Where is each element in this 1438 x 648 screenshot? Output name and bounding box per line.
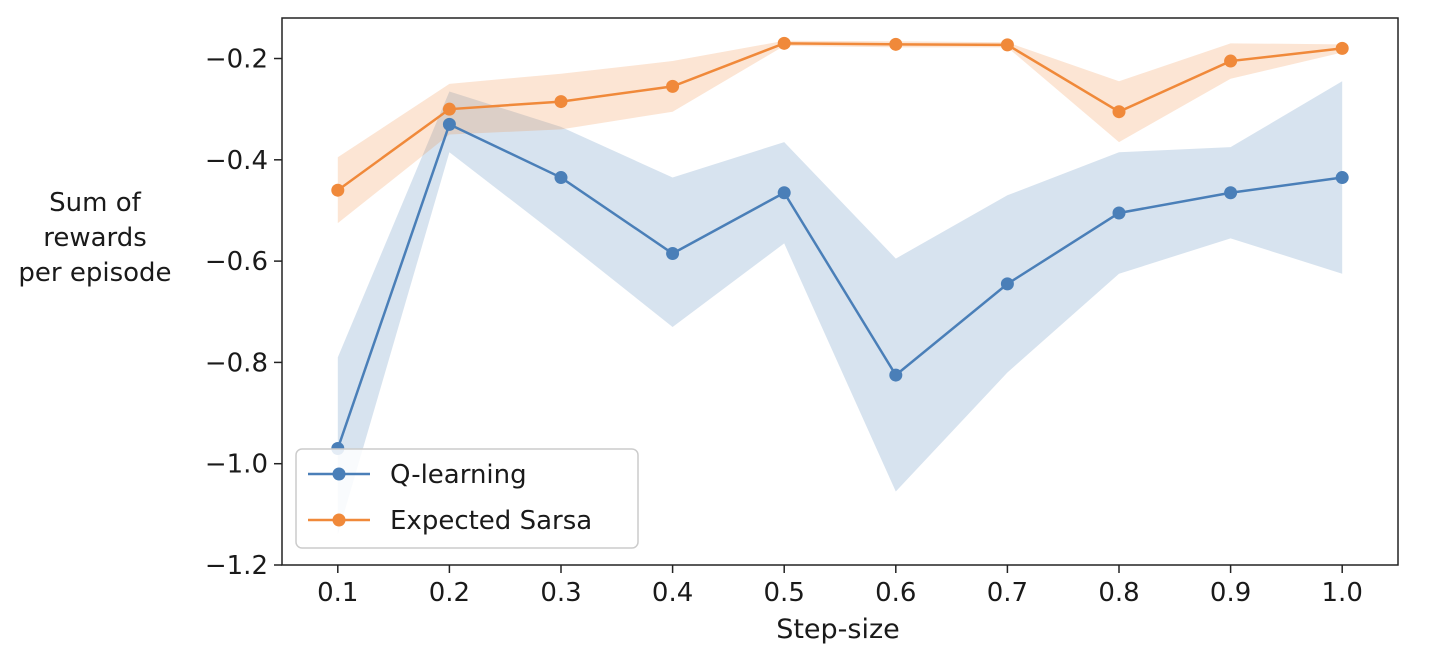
x-axis: 0.1 0.2 0.3 0.4 0.5 0.6 0.7 0.8 0.9 1.0 bbox=[317, 565, 1363, 608]
point-q-learning-7 bbox=[1112, 206, 1126, 220]
x-tick-label: 0.5 bbox=[764, 578, 805, 608]
point-q-learning-3 bbox=[666, 247, 680, 261]
x-tick-label: 0.6 bbox=[875, 578, 916, 608]
y-tick-label: −0.8 bbox=[205, 348, 268, 378]
y-tick-label: −0.2 bbox=[205, 45, 268, 75]
line-expected-sarsa bbox=[337, 42, 1343, 192]
legend-marker-expected-sarsa bbox=[332, 513, 346, 527]
x-tick-label: 0.4 bbox=[652, 578, 693, 608]
point-q-learning-9 bbox=[1335, 171, 1349, 185]
y-tick-label: −1.2 bbox=[205, 551, 268, 581]
x-tick-label: 0.8 bbox=[1098, 578, 1139, 608]
series-lines bbox=[336, 42, 1343, 449]
x-tick-label: 1.0 bbox=[1322, 578, 1363, 608]
y-axis-label-line-2: rewards bbox=[43, 223, 147, 253]
x-tick-label: 0.9 bbox=[1210, 578, 1251, 608]
y-tick-label: −0.4 bbox=[205, 146, 268, 176]
plot-frame bbox=[281, 17, 1399, 566]
point-expected-sarsa-1 bbox=[442, 102, 456, 116]
point-q-learning-5 bbox=[889, 368, 903, 382]
point-expected-sarsa-5 bbox=[889, 37, 903, 51]
x-axis-label: Step-size bbox=[776, 614, 900, 645]
y-tick-label: −1.0 bbox=[205, 450, 268, 480]
point-q-learning-8 bbox=[1224, 186, 1238, 200]
line-q-learning bbox=[336, 122, 1343, 449]
y-axis: −1.2 −1.0 −0.8 −0.6 −0.4 −0.2 bbox=[205, 45, 282, 581]
x-tick-label: 0.7 bbox=[987, 578, 1028, 608]
point-q-learning-4 bbox=[777, 186, 791, 200]
point-expected-sarsa-7 bbox=[1112, 105, 1126, 119]
point-expected-sarsa-9 bbox=[1335, 41, 1349, 55]
legend-entry-q-learning: Q-learning bbox=[390, 460, 527, 490]
point-q-learning-1 bbox=[442, 117, 456, 131]
point-q-learning-2 bbox=[554, 171, 568, 185]
legend-entry-expected-sarsa: Expected Sarsa bbox=[390, 506, 592, 536]
band-q-learning bbox=[337, 81, 1343, 535]
point-expected-sarsa-6 bbox=[1000, 38, 1014, 52]
legend-marker-q-learning bbox=[332, 467, 346, 481]
point-expected-sarsa-3 bbox=[666, 79, 680, 93]
legend-box bbox=[295, 448, 639, 549]
y-axis-label-line-3: per episode bbox=[18, 258, 172, 288]
y-axis-label-line-1: Sum of bbox=[49, 188, 141, 218]
point-expected-sarsa-8 bbox=[1224, 54, 1238, 68]
y-tick-label: −0.6 bbox=[205, 247, 268, 277]
point-expected-sarsa-4 bbox=[777, 36, 791, 50]
y-axis-label: Sum of rewards per episode bbox=[0, 186, 190, 291]
band-expected-sarsa bbox=[337, 40, 1343, 224]
point-expected-sarsa-0 bbox=[331, 183, 345, 197]
legend: Q-learning Expected Sarsa bbox=[295, 448, 639, 549]
point-q-learning-6 bbox=[1000, 277, 1014, 291]
confidence-bands bbox=[337, 40, 1343, 535]
x-tick-label: 0.2 bbox=[429, 578, 470, 608]
x-tick-label: 0.1 bbox=[317, 578, 358, 608]
point-expected-sarsa-2 bbox=[554, 95, 568, 109]
x-tick-label: 0.3 bbox=[540, 578, 581, 608]
